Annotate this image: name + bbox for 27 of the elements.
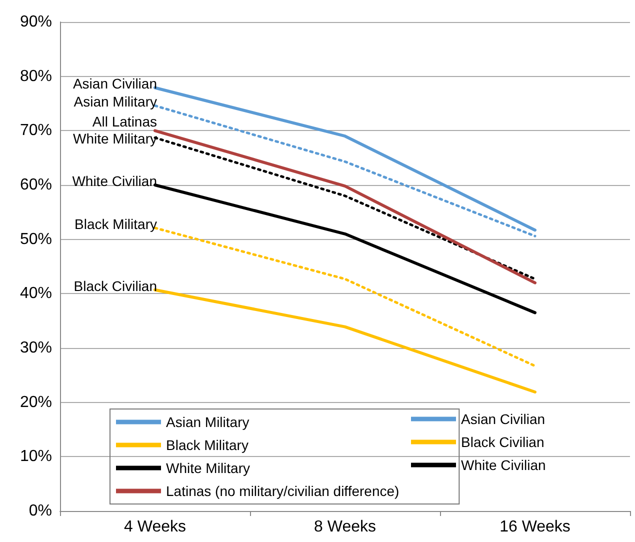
y-tick-label: 80% (20, 68, 52, 85)
y-tick-label: 0% (28, 502, 52, 520)
legend-label: Black Civilian (461, 434, 544, 450)
annotation: All Latinas (92, 114, 157, 130)
y-tick-label: 20% (20, 394, 52, 411)
annotation: White Military (72, 130, 157, 147)
legend-label: Asian Civilian (461, 411, 546, 427)
x-tick-label: 16 Weeks (500, 518, 570, 536)
annotation: Asian Military (74, 94, 157, 110)
y-tick-label: 50% (20, 230, 52, 248)
legend-label: White Civilian (461, 457, 546, 473)
annotation: Asian Civilian (72, 76, 157, 92)
legend-label: Asian Military (166, 414, 250, 430)
annotation: White Civilian (72, 173, 157, 189)
x-tick-label: 8 Weeks (314, 518, 376, 536)
y-tick-label: 70% (20, 122, 52, 140)
y-tick-label: 30% (20, 340, 52, 356)
y-tick-label: 60% (20, 176, 52, 194)
y-tick-label: 40% (20, 285, 52, 302)
legend-label: Black Military (166, 437, 248, 453)
y-tick-label: 90% (20, 14, 52, 30)
y-tick-label: 10% (20, 448, 52, 466)
annotation: Black Military (74, 216, 157, 232)
legend-label: Latinas (no military/civilian difference) (166, 483, 400, 499)
annotation: Black Civilian (74, 278, 157, 294)
x-tick-label: 4 Weeks (124, 518, 186, 536)
legend-label: White Military (166, 460, 250, 476)
